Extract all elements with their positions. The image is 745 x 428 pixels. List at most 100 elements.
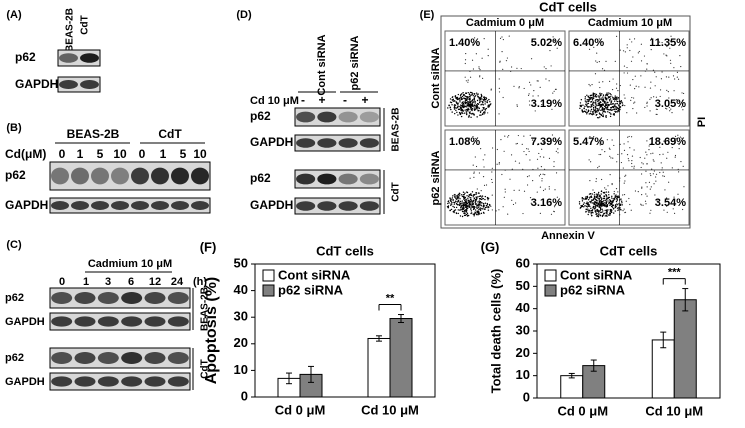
event-dot — [602, 81, 604, 83]
legend-label: p62 siRNA — [560, 282, 626, 297]
event-dot — [671, 167, 673, 169]
event-dot — [539, 156, 541, 158]
event-dot — [553, 161, 555, 163]
event-dot — [605, 204, 607, 206]
event-dot — [602, 98, 605, 100]
event-dot — [471, 205, 473, 207]
event-dot — [617, 153, 619, 156]
event-dot — [672, 105, 674, 108]
event-dot — [459, 202, 462, 205]
event-dot — [474, 100, 476, 103]
event-dot — [521, 143, 523, 145]
event-dot — [611, 183, 613, 186]
event-dot — [529, 197, 532, 199]
event-dot — [609, 214, 611, 216]
event-dot — [618, 206, 620, 209]
event-dot — [601, 215, 604, 218]
event-dot — [598, 214, 600, 216]
event-dot — [466, 195, 468, 197]
event-dot — [646, 102, 648, 104]
event-dot — [469, 112, 471, 115]
event-dot — [464, 62, 466, 65]
band — [296, 173, 316, 185]
band — [296, 111, 316, 123]
event-dot — [467, 204, 469, 207]
event-dot — [460, 98, 463, 101]
event-dot — [471, 105, 474, 107]
label: Cont siRNA — [316, 34, 328, 95]
event-dot — [598, 204, 600, 206]
event-dot — [464, 101, 466, 104]
event-dot — [461, 102, 463, 104]
event-dot — [592, 108, 595, 110]
event-dot — [612, 199, 615, 202]
event-dot — [486, 204, 489, 206]
event-dot — [590, 96, 593, 99]
event-dot — [471, 206, 474, 208]
event-dot — [590, 113, 593, 115]
event-dot — [616, 96, 618, 98]
legend-label: Cont siRNA — [560, 267, 633, 282]
y-tick-label: 40 — [516, 300, 530, 315]
event-dot — [457, 204, 459, 206]
event-dot — [469, 196, 471, 199]
event-dot — [460, 115, 463, 118]
event-dot — [523, 135, 525, 137]
event-dot — [557, 148, 559, 150]
event-dot — [597, 203, 599, 205]
event-dot — [668, 181, 670, 183]
event-dot — [590, 108, 593, 111]
event-dot — [678, 100, 680, 102]
event-dot — [484, 101, 486, 103]
event-dot — [480, 205, 483, 207]
event-dot — [468, 195, 470, 198]
event-dot — [539, 212, 541, 215]
event-dot — [626, 47, 628, 49]
event-dot — [610, 113, 612, 115]
event-dot — [586, 101, 588, 103]
event-dot — [464, 202, 467, 204]
event-dot — [472, 95, 474, 97]
event-dot — [650, 143, 652, 145]
event-dot — [485, 204, 488, 207]
event-dot — [457, 212, 459, 215]
event-dot — [618, 208, 620, 210]
event-dot — [586, 111, 588, 114]
band — [121, 292, 143, 304]
event-dot — [469, 101, 472, 104]
event-dot — [451, 111, 453, 113]
event-dot — [619, 214, 621, 216]
event-dot — [588, 211, 590, 214]
event-dot — [634, 190, 637, 192]
band — [144, 352, 166, 364]
plot-frame — [254, 263, 436, 398]
event-dot — [514, 202, 517, 204]
event-dot — [629, 147, 631, 149]
event-dot — [596, 61, 598, 64]
event-dot — [615, 200, 618, 203]
event-dot — [466, 202, 469, 205]
event-dot — [584, 96, 587, 98]
event-dot — [473, 197, 476, 200]
label: 18.69% — [649, 136, 687, 148]
event-dot — [615, 110, 617, 113]
event-dot — [451, 197, 454, 199]
event-dot — [527, 148, 529, 150]
event-dot — [479, 207, 482, 209]
event-dot — [542, 173, 544, 175]
event-dot — [594, 210, 596, 213]
event-dot — [592, 104, 595, 106]
event-dot — [650, 174, 652, 177]
event-dot — [601, 108, 603, 110]
event-dot — [601, 208, 603, 210]
event-dot — [541, 177, 543, 180]
event-dot — [589, 179, 591, 182]
event-dot — [508, 35, 510, 37]
event-dot — [543, 143, 545, 145]
event-dot — [600, 190, 603, 192]
event-dot — [613, 113, 615, 115]
event-dot — [582, 104, 584, 106]
event-dot — [479, 209, 482, 212]
event-dot — [665, 54, 667, 56]
label: - — [343, 93, 347, 107]
